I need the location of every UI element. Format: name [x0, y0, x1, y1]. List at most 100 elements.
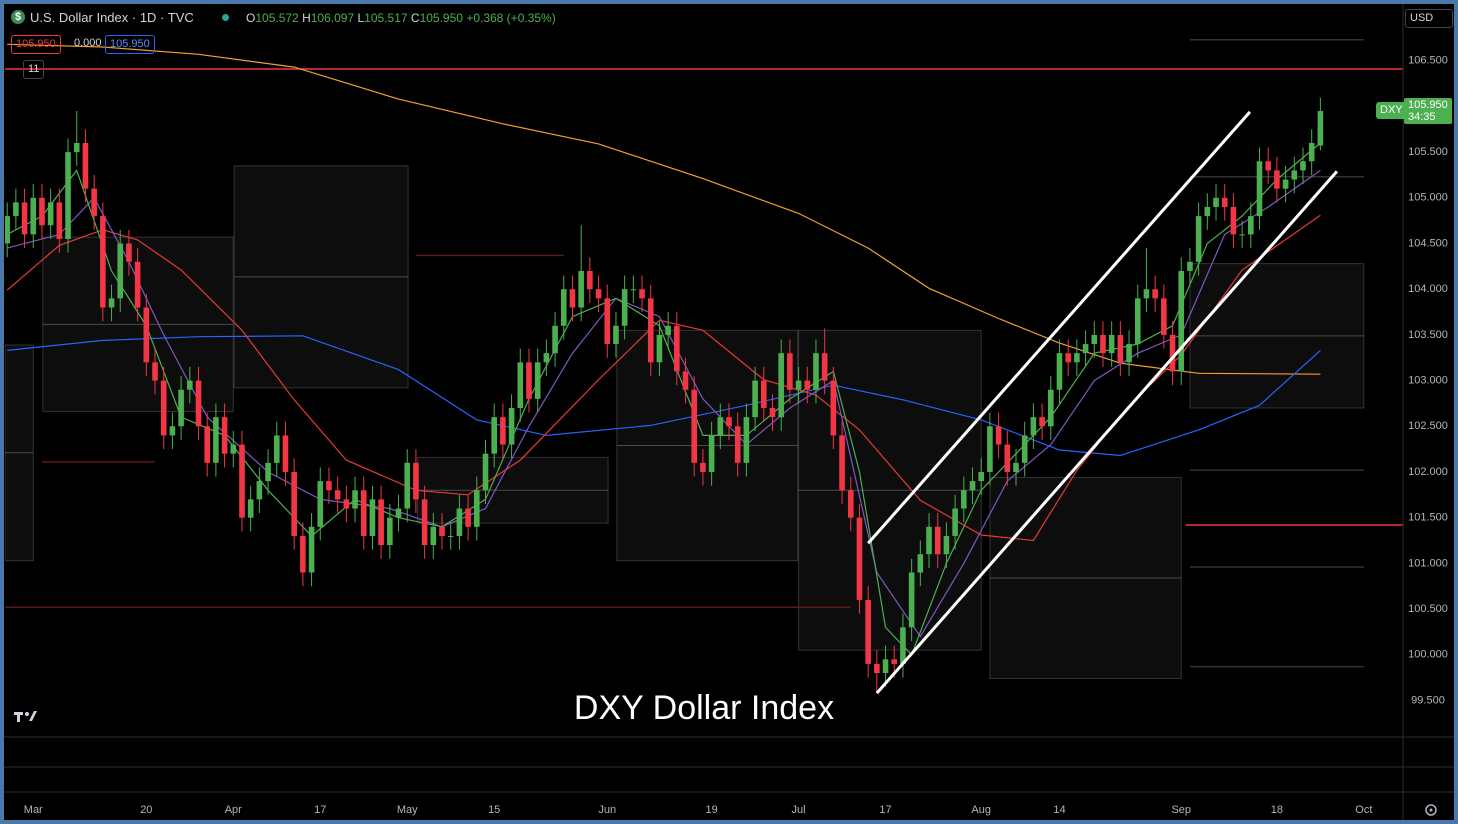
symbol-title[interactable]: U.S. Dollar Index · 1D · TVC	[30, 10, 194, 25]
candle-body	[526, 362, 532, 399]
y-tick-label: 99.500	[1411, 694, 1445, 706]
candle-body	[1074, 353, 1080, 363]
trend-line	[875, 170, 1339, 695]
zone-box	[616, 329, 799, 562]
candle-body	[21, 202, 28, 235]
indicator-value: 105.950	[105, 35, 155, 54]
candle-body	[1195, 216, 1202, 262]
y-tick-label: 104.500	[1408, 237, 1448, 249]
y-tick-label: 100.500	[1408, 603, 1448, 615]
moving-average	[6, 142, 1321, 656]
settings-icon[interactable]	[1425, 804, 1437, 816]
caption: DXY Dollar Index	[574, 689, 834, 727]
candle-body	[265, 462, 271, 482]
y-tick-label: 105.000	[1408, 192, 1448, 204]
candle-body	[308, 526, 315, 573]
y-tick-label: 101.500	[1408, 512, 1448, 524]
candle-body	[273, 435, 280, 463]
candle-body	[82, 142, 89, 189]
candle-body	[604, 298, 611, 345]
candle-body	[795, 380, 802, 390]
y-tick-label: 102.000	[1408, 466, 1448, 478]
candle-body	[213, 417, 219, 463]
candle-body	[378, 499, 384, 546]
last-price: 105.950	[1408, 99, 1448, 111]
candle-body	[143, 307, 150, 363]
candle-body	[874, 663, 880, 674]
candle-body	[1204, 206, 1211, 217]
candle-body	[291, 471, 297, 536]
zone-box	[1189, 263, 1365, 409]
candle-body	[534, 362, 541, 399]
candle-body	[595, 289, 602, 299]
candle-body	[726, 417, 732, 427]
candle-body	[439, 526, 445, 536]
candle-body	[778, 353, 784, 418]
candle-body	[100, 216, 106, 308]
candle-body	[1039, 417, 1045, 427]
candle-body	[1065, 353, 1071, 363]
candle-body	[943, 535, 950, 555]
x-tick-label: Mar	[24, 804, 43, 816]
candle-body	[352, 490, 358, 509]
candle-body	[1256, 161, 1263, 217]
y-tick-label: 103.000	[1408, 375, 1448, 387]
candle-body	[969, 481, 976, 491]
candle-body	[334, 490, 341, 500]
candle-body	[578, 270, 584, 308]
x-tick-label: 17	[879, 804, 891, 816]
candle-body	[917, 554, 924, 573]
candle-body	[613, 325, 619, 345]
x-tick-label: Jul	[792, 804, 806, 816]
candle-body	[421, 499, 428, 546]
candle-body	[1230, 206, 1237, 235]
indicator-count[interactable]: 11	[23, 60, 45, 79]
candle-body	[787, 353, 793, 390]
ohlc-value: 105.572	[255, 11, 299, 25]
candle-body	[178, 389, 184, 427]
ohlc-legend: O105.572 H106.097 L105.517 C105.950 +0.3…	[246, 11, 556, 25]
candle-body	[500, 417, 506, 445]
candle-body	[769, 408, 776, 418]
candle-body	[804, 380, 811, 390]
candle-body	[708, 435, 715, 472]
candle-body	[865, 599, 871, 664]
candle-body	[369, 499, 376, 536]
candle-body	[404, 462, 411, 509]
x-tick-label: Oct	[1355, 804, 1372, 816]
candle-body	[665, 325, 671, 335]
candle-body	[552, 325, 558, 354]
candle-body	[647, 298, 654, 363]
candle-body	[195, 380, 202, 427]
candle-body	[395, 508, 402, 518]
currency-select[interactable]: USD	[1405, 9, 1453, 28]
candle-body	[821, 353, 828, 381]
candle-body	[1021, 435, 1028, 463]
candle-body	[1161, 298, 1167, 335]
candle-body	[813, 353, 819, 390]
countdown: 34:35	[1408, 111, 1436, 123]
candle-body	[47, 202, 54, 226]
change: +0.368 (+0.35%)	[466, 11, 556, 25]
plot-layer	[5, 38, 1403, 695]
candle-body	[543, 353, 550, 363]
candle-body	[926, 526, 932, 555]
y-tick-label: 101.000	[1408, 557, 1448, 569]
x-tick-label: 17	[314, 804, 326, 816]
x-tick-label: 20	[140, 804, 152, 816]
candle-body	[717, 417, 724, 436]
ohlc-label: O	[246, 11, 256, 25]
x-tick-label: Aug	[971, 804, 991, 816]
candle-body	[1300, 161, 1306, 171]
candle-body	[1213, 197, 1219, 207]
candle-body	[674, 325, 680, 372]
candle-body	[1239, 234, 1245, 236]
x-tick-label: Apr	[225, 804, 242, 816]
candle-body	[517, 362, 524, 409]
candle-body	[1187, 261, 1193, 271]
candle-body	[978, 471, 985, 482]
candle-body	[447, 535, 454, 537]
candle-body	[282, 435, 289, 472]
candle-body	[160, 380, 167, 436]
